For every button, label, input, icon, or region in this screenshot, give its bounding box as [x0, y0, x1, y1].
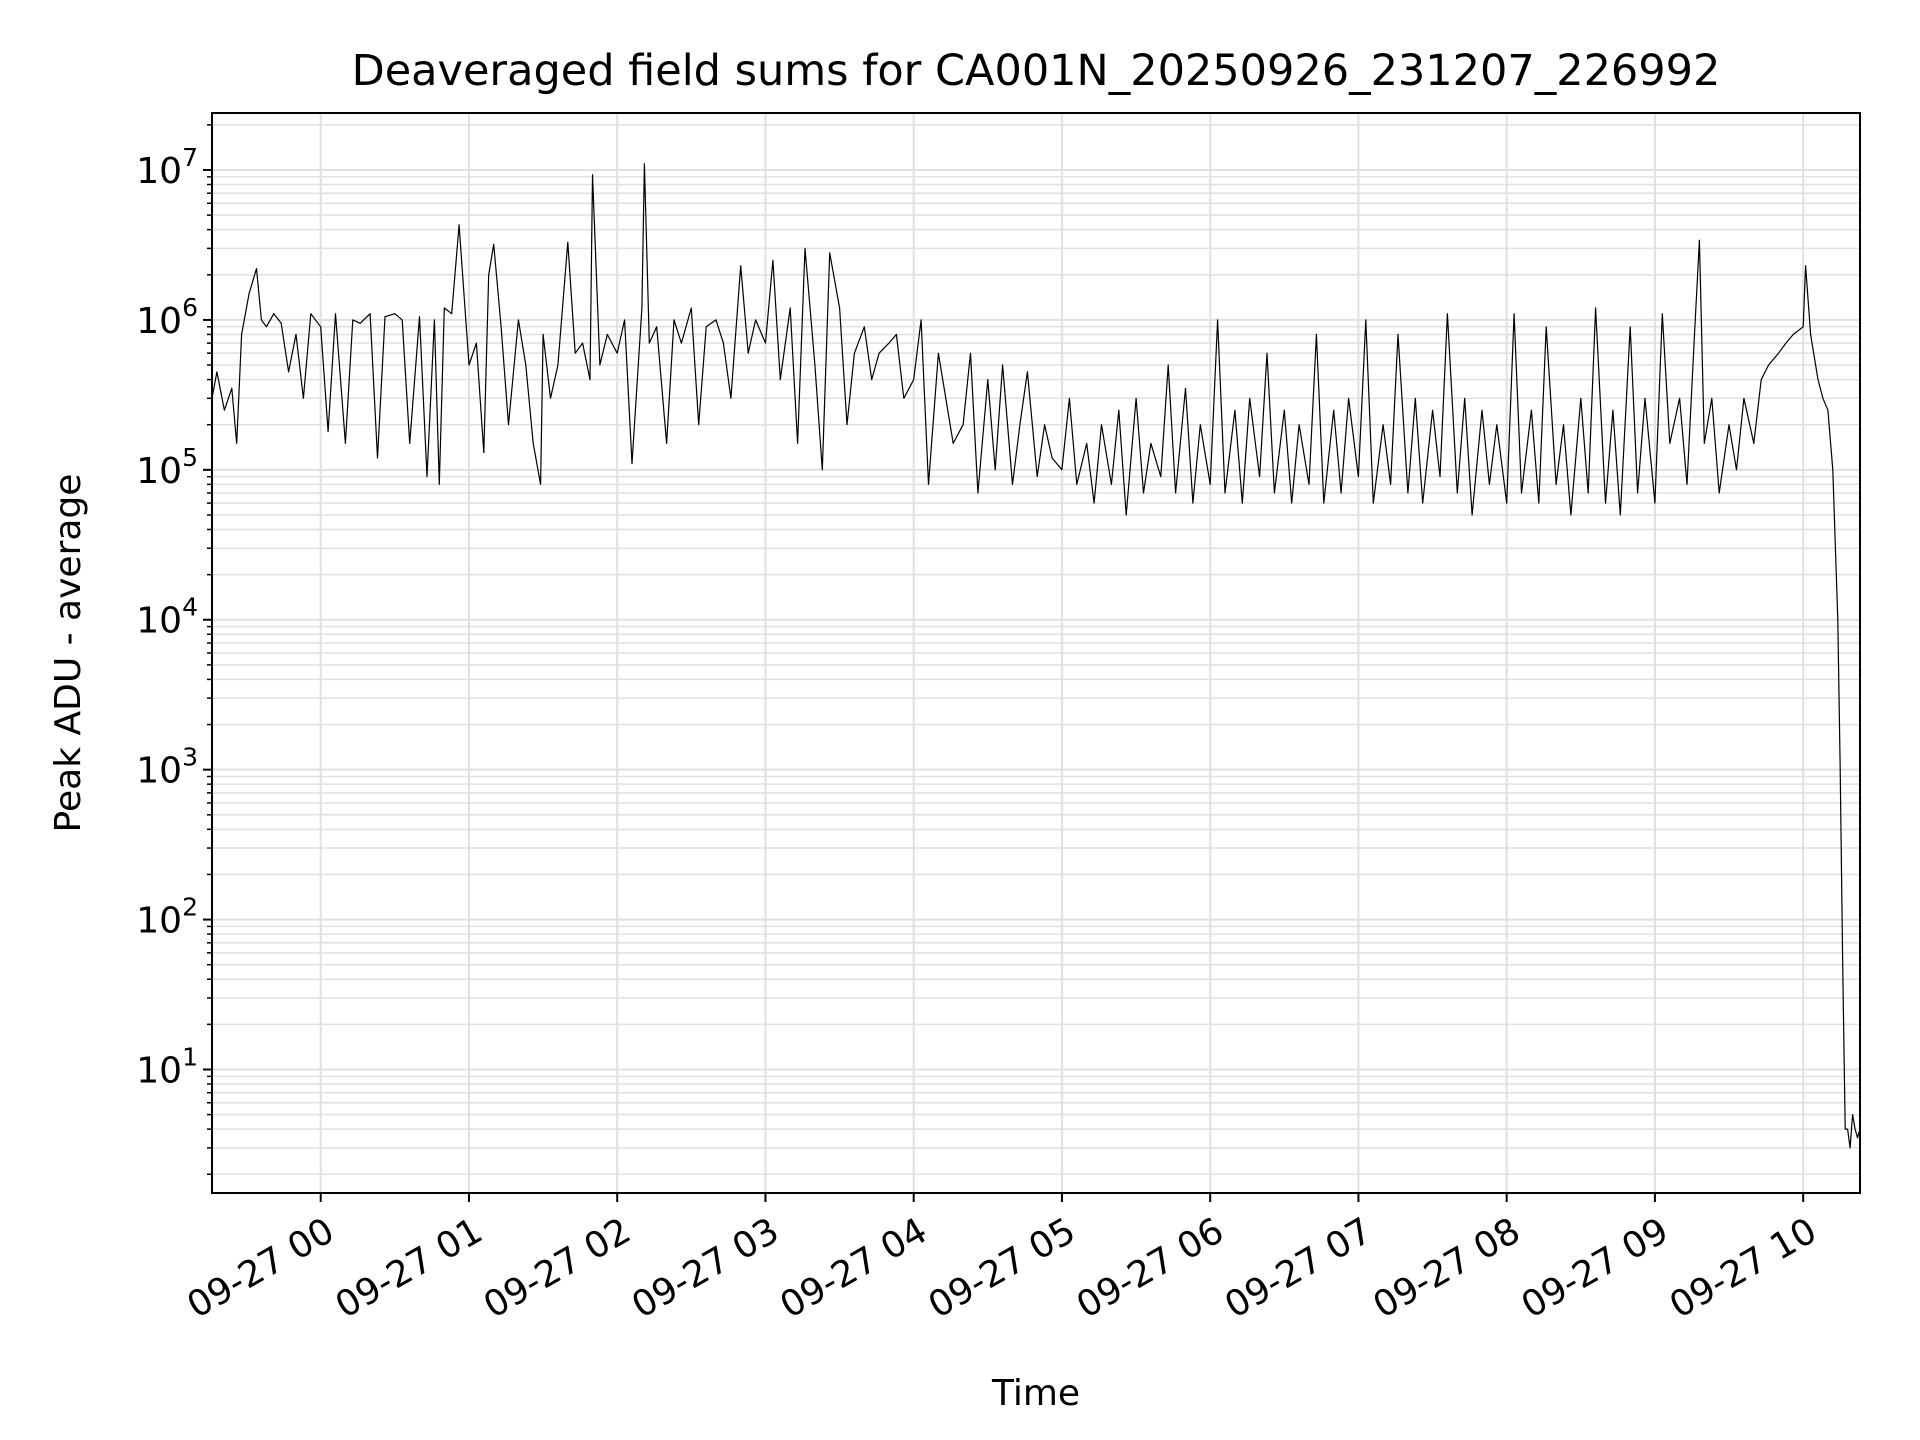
y-tick-label: 106 — [136, 293, 198, 342]
y-tick-label: 107 — [136, 143, 198, 192]
chart-title: Deaveraged field sums for CA001N_2025092… — [352, 46, 1721, 96]
y-tick-label: 102 — [136, 893, 198, 942]
y-tick-label: 105 — [136, 443, 198, 492]
y-tick-label: 104 — [136, 593, 198, 642]
grid-lines — [212, 113, 1860, 1193]
y-tick-label: 101 — [136, 1042, 198, 1091]
y-tick-label: 103 — [136, 743, 198, 792]
y-axis-label: Peak ADU - average — [48, 474, 89, 833]
x-axis-label: Time — [991, 1373, 1080, 1414]
series-line — [211, 163, 1861, 1149]
